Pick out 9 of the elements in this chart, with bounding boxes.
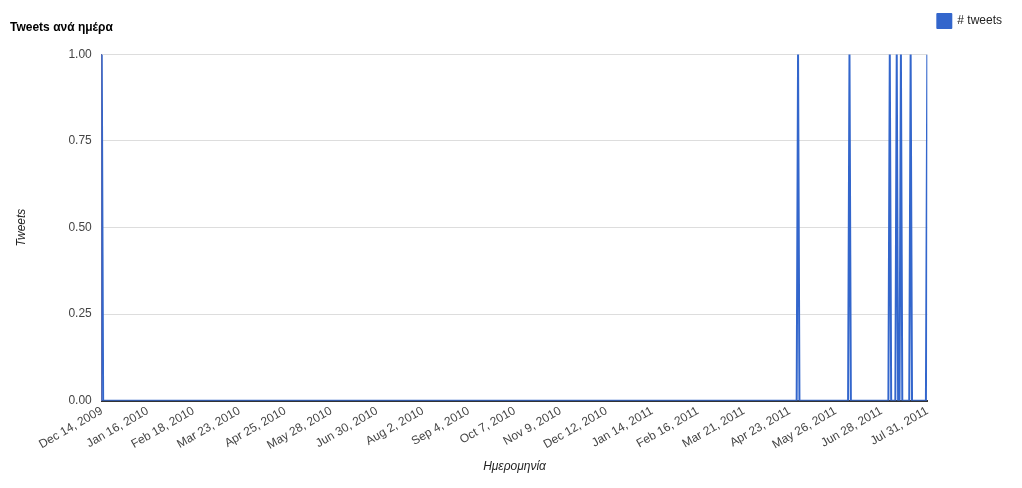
legend-label: # tweets — [957, 13, 1003, 28]
y-tick-label: 1.00 — [68, 46, 93, 61]
chart-title: Tweets ανά ημέρα — [10, 19, 114, 34]
y-axis-title: Tweets — [13, 208, 28, 247]
x-axis-title: Ημερομηνία — [483, 459, 548, 474]
y-tick-label: 0.25 — [68, 306, 93, 321]
y-tick-label: 0.50 — [68, 219, 93, 234]
y-tick-label: 0.00 — [68, 393, 93, 408]
y-tick-label: 0.75 — [68, 133, 93, 148]
